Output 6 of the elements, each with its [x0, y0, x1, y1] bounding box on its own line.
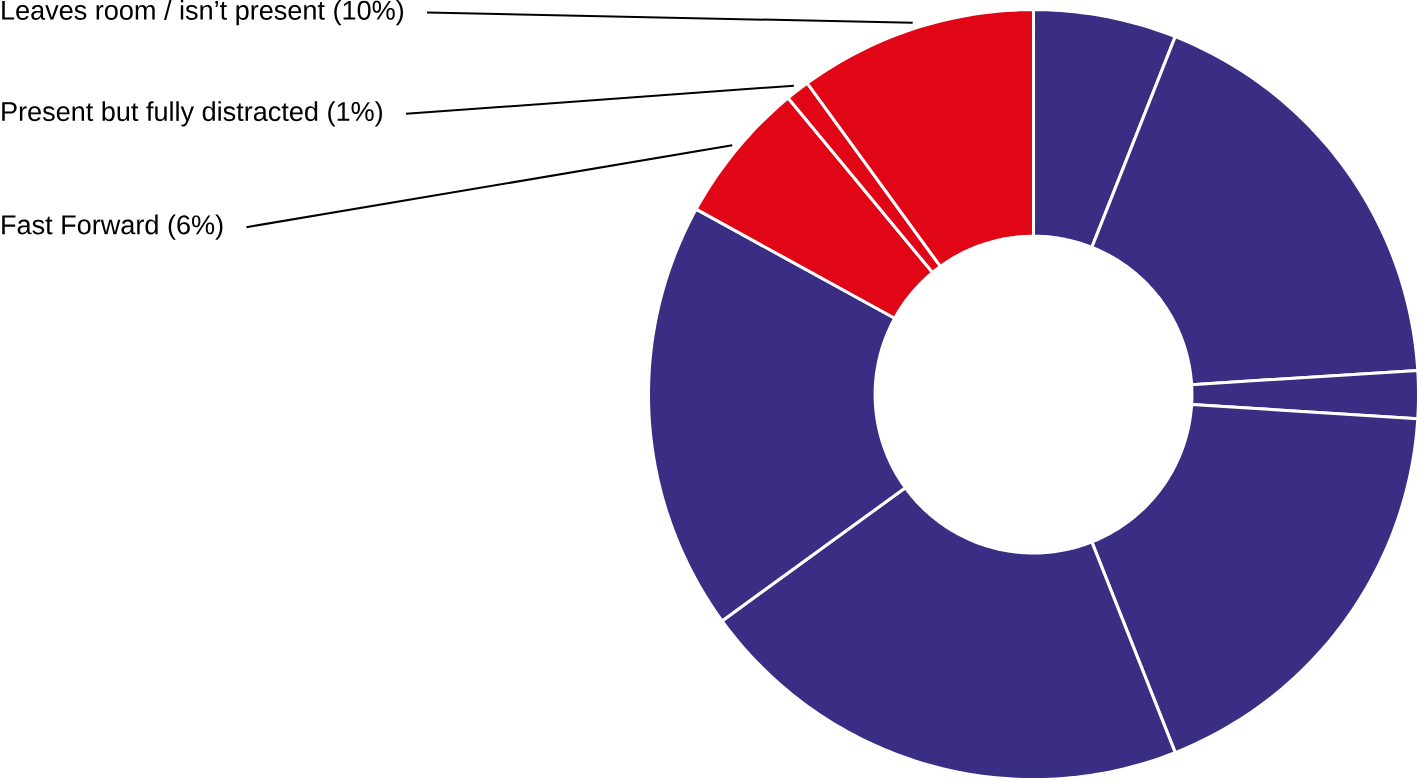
data-label: (10%): [334, 0, 404, 26]
data-label: (6%): [168, 214, 223, 240]
slice-label: Fast Forward: [2, 214, 158, 235]
data-label: (1%): [328, 101, 382, 127]
slice-label: Present but fully distracted: [2, 101, 318, 127]
slice-label: Leaves room / isn’t present: [2, 0, 325, 26]
